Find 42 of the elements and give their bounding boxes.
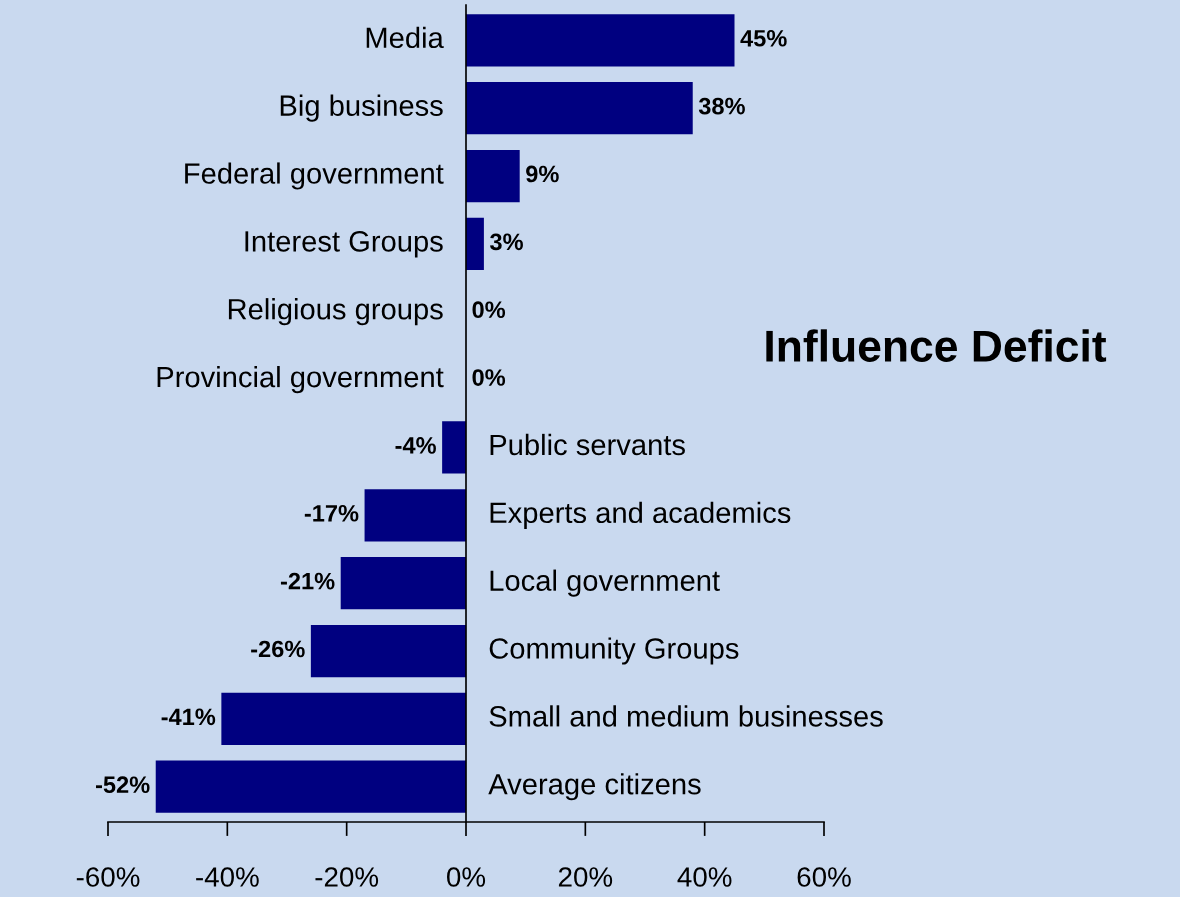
y-tick-label: Provincial government bbox=[157, 365, 444, 394]
data-label: 45% bbox=[740, 29, 787, 47]
text: Influence Deficit bbox=[766, 329, 1107, 362]
bar bbox=[466, 82, 693, 135]
bar bbox=[442, 421, 466, 474]
bar bbox=[364, 489, 466, 542]
data-label: -41% bbox=[161, 708, 216, 726]
y-tick-label: Federal government bbox=[185, 162, 444, 190]
y-tick-label: Average citizens bbox=[488, 773, 701, 801]
y-tick-label: Media bbox=[366, 26, 444, 49]
data-label: -52% bbox=[95, 776, 150, 794]
bar bbox=[340, 557, 466, 610]
data-label: 9% bbox=[526, 165, 559, 183]
y-tick-label: Public servants bbox=[490, 433, 685, 456]
bar bbox=[466, 217, 484, 270]
y-tick-label: Experts and academics bbox=[490, 501, 791, 529]
y-tick-label: Big business bbox=[280, 94, 443, 122]
bar bbox=[310, 624, 466, 678]
data-label: 3% bbox=[490, 233, 523, 251]
bar bbox=[155, 760, 466, 813]
x-tick-label: 0% bbox=[447, 867, 486, 887]
y-tick-label: Interest Groups bbox=[245, 231, 443, 258]
data-label: -26% bbox=[251, 640, 305, 658]
data-label: -21% bbox=[280, 572, 335, 590]
x-tick-label: 60% bbox=[797, 867, 851, 887]
data-label: 38% bbox=[698, 97, 745, 115]
data-label: -4% bbox=[395, 437, 436, 454]
x-tick-label: -20% bbox=[315, 867, 379, 887]
bar bbox=[221, 692, 466, 745]
y-tick-label: Community Groups bbox=[489, 637, 739, 665]
y-tick-label: Religious groups bbox=[228, 298, 443, 326]
data-label: 0% bbox=[472, 301, 506, 319]
x-tick-label: -40% bbox=[196, 867, 259, 887]
y-tick-label: Local government bbox=[490, 569, 720, 597]
bar bbox=[466, 149, 520, 203]
y-tick-label: Small and medium businesses bbox=[489, 705, 883, 727]
data-label: 0% bbox=[472, 369, 506, 386]
bar bbox=[466, 14, 735, 67]
x-tick-label: -60% bbox=[76, 867, 140, 887]
data-label: -17% bbox=[304, 504, 359, 522]
x-tick-label: 20% bbox=[558, 867, 613, 887]
x-tick-label: 40% bbox=[677, 867, 732, 887]
